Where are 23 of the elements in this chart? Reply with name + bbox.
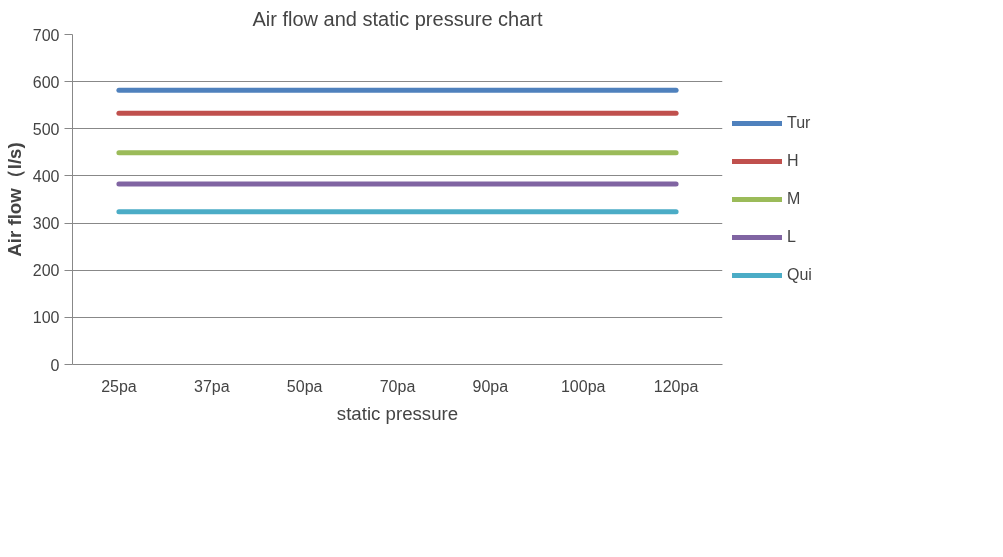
y-tick-label: 600: [32, 73, 60, 91]
legend-label: Qui: [787, 266, 812, 284]
x-axis-title: static pressure: [336, 402, 459, 424]
y-axis-title: Air flow（l/s): [3, 142, 25, 257]
legend-label: M: [787, 190, 802, 208]
x-tick-label: 50pa: [286, 377, 323, 395]
y-tick-label: 0: [50, 356, 60, 374]
y-tick-label: 500: [32, 120, 60, 138]
y-tick-label: 400: [32, 167, 60, 185]
y-tick-label: 700: [32, 26, 60, 44]
x-tick-label: 70pa: [379, 377, 416, 395]
y-tick-label: 300: [32, 215, 60, 233]
x-tick-label: 120pa: [653, 377, 699, 395]
y-tick-label: 200: [32, 262, 60, 280]
x-tick-label: 90pa: [472, 377, 509, 395]
y-tick-label: 100: [32, 309, 60, 327]
chart-title: Air flow and static pressure chart: [252, 7, 543, 30]
legend-label: H: [787, 152, 800, 170]
legend-label: L: [787, 228, 797, 246]
x-tick-label: 37pa: [193, 377, 230, 395]
legend-label: Tur: [787, 114, 811, 132]
x-tick-label: 100pa: [560, 377, 606, 395]
x-tick-label: 25pa: [101, 377, 137, 395]
